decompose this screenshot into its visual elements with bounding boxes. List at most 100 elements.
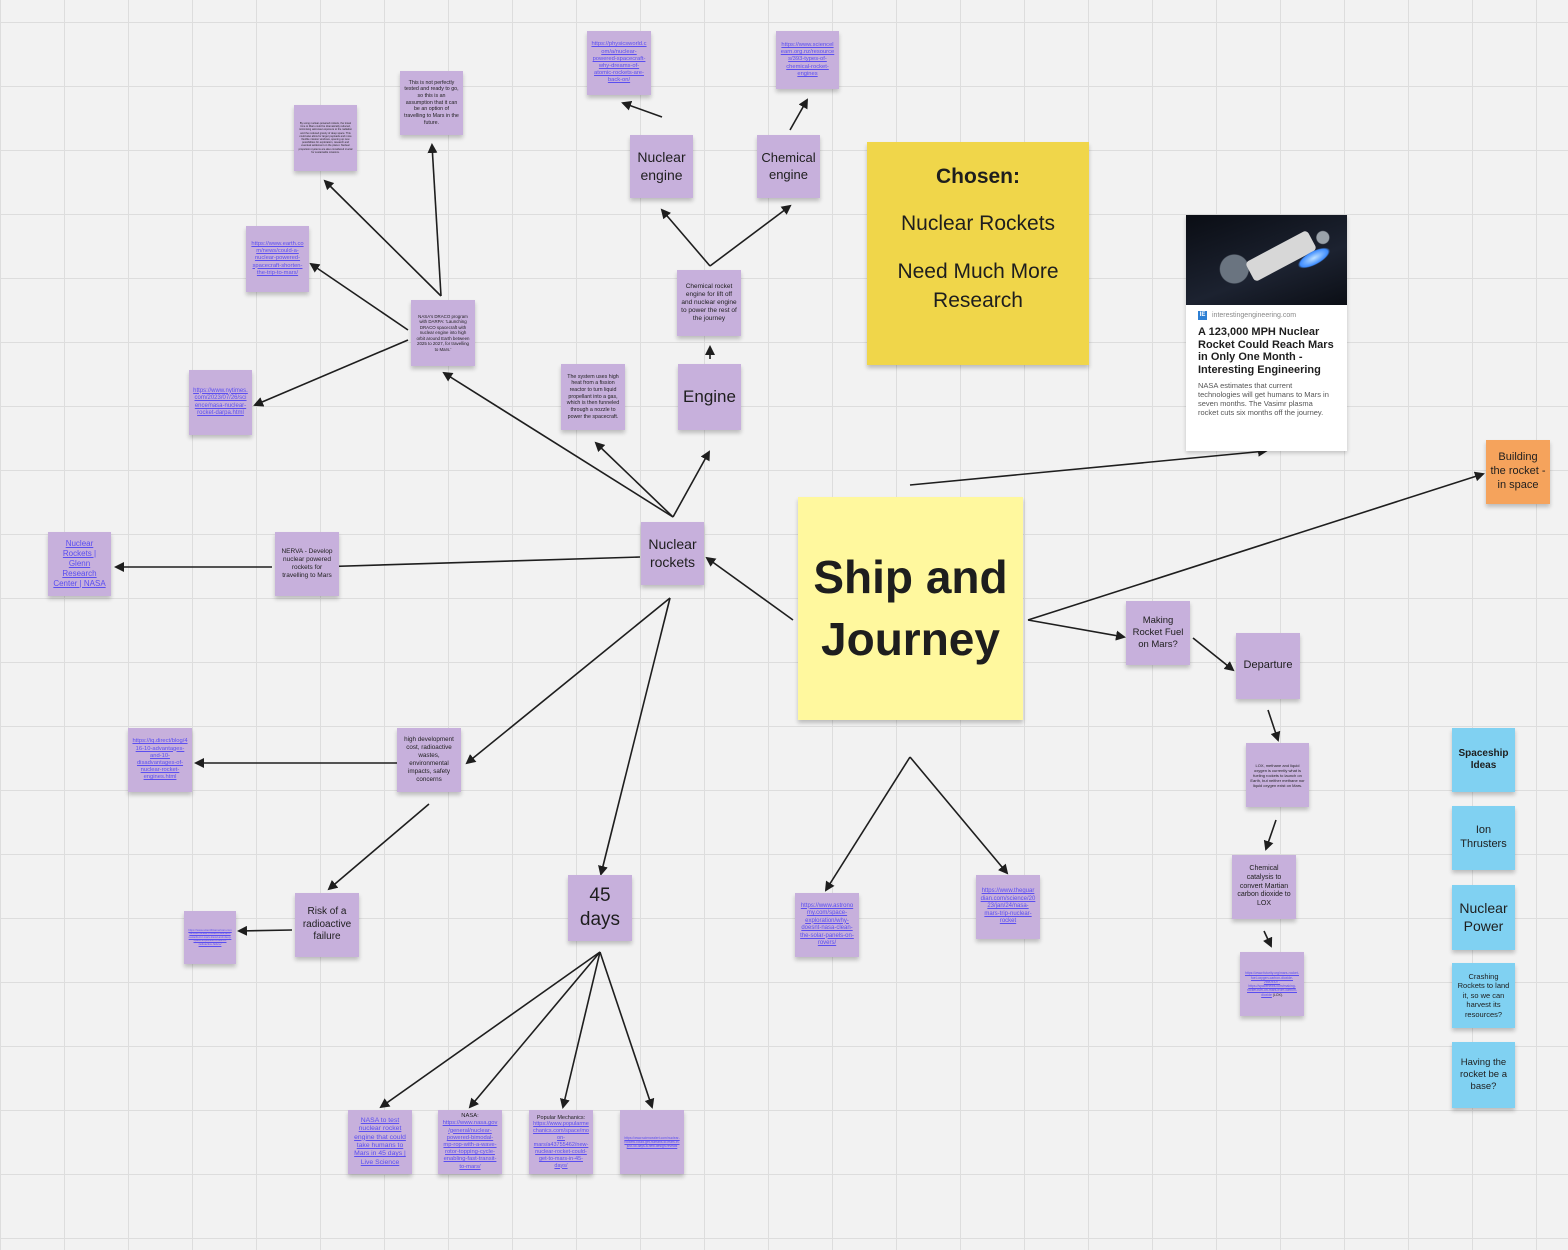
popmech-label: Popular Mechanics:	[536, 1114, 586, 1121]
fuel-tiny-suffix: (LOX).	[1271, 992, 1283, 997]
tiny-failure-link-note[interactable]: https://www.scientificamerican.com/artic…	[184, 911, 236, 964]
nasa-glenn-link-note[interactable]: Nuclear Rockets | Glenn Research Center …	[48, 532, 111, 596]
connector-arrow-13	[323, 179, 442, 297]
risk-failure-note[interactable]: Risk of a radioactive failure	[295, 893, 359, 957]
tiny-text-note[interactable]: By using nuclear-powered rockets, the tr…	[294, 105, 357, 171]
high-cost-text: high development cost, radioactive waste…	[404, 736, 454, 783]
connector-arrow-2	[672, 450, 710, 518]
connector-arrow-4	[313, 556, 641, 572]
nuclear-power-text: Nuclear Power	[1459, 900, 1508, 934]
nuclear-power-note[interactable]: Nuclear Power	[1452, 885, 1515, 950]
fuel-tiny-link[interactable]: https://www.futurity.org/mars-rocket-fue…	[1244, 971, 1299, 997]
nasa-gov-link-note[interactable]: NASA: https://www.nasa.gov/general/nucle…	[438, 1110, 502, 1174]
tiny-45-link-note[interactable]: https://www.sciencealert.com/nuclear-roc…	[620, 1110, 684, 1174]
connector-arrow-12	[427, 143, 442, 297]
card-source: interestingengineering.com	[1212, 312, 1297, 319]
fission-system-note[interactable]: The system uses high heat from a fission…	[561, 364, 625, 430]
making-fuel-note[interactable]: Making Rocket Fuel on Mars?	[1126, 601, 1190, 665]
draco-note[interactable]: NASA's DRACO program with DARPA: 'Launch…	[411, 300, 475, 366]
card-description: NASA estimates that current technologies…	[1198, 380, 1329, 417]
tiny-45-link[interactable]: https://www.sciencealert.com/nuclear-roc…	[624, 1135, 680, 1149]
connector-arrow-6	[598, 597, 671, 876]
card-title[interactable]: A 123,000 MPH Nuclear Rocket Could Reach…	[1198, 326, 1334, 376]
engine-note[interactable]: Engine	[678, 364, 741, 430]
connector-arrow-19	[327, 803, 430, 891]
not-tested-note[interactable]: This is not perfectly tested and ready t…	[400, 71, 463, 135]
crashing-rockets-text: Crashing Rockets to land it, so we can h…	[1457, 972, 1510, 1019]
high-cost-note[interactable]: high development cost, radioactive waste…	[397, 728, 461, 792]
nuclear-engine-text: Nuclear engine	[637, 149, 686, 183]
nerva-note[interactable]: NERVA - Develop nuclear powered rockets …	[275, 532, 339, 596]
building-rocket-text: Building the rocket - in space	[1490, 451, 1546, 491]
nuclear-engine-note[interactable]: Nuclear engine	[630, 135, 693, 198]
connector-arrow-30	[1192, 637, 1235, 672]
connector-arrow-32	[1263, 819, 1277, 851]
ship-and-journey-note[interactable]: Ship and Journey	[798, 497, 1023, 720]
connector-arrow-16	[442, 371, 674, 518]
lox-methane-text: LOX, methane and liquid oxygen is curren…	[1250, 762, 1305, 788]
connector-arrow-5	[465, 597, 671, 765]
guardian-link[interactable]: https://www.theguardian.com/science/2023…	[980, 888, 1036, 925]
chemical-catalysis-note[interactable]: Chemical catalysis to convert Martian ca…	[1232, 855, 1296, 919]
sciencelearn-link-note[interactable]: https://www.sciencelearn.org.nz/resource…	[776, 31, 839, 89]
connector-arrow-33	[1263, 930, 1273, 948]
ion-thrusters-note[interactable]: Ion Thrusters	[1452, 806, 1515, 870]
iq-direct-link-note[interactable]: https://iq.direct/blog/416-10-advantages…	[128, 728, 192, 792]
tiny-failure-link[interactable]: https://www.scientificamerican.com/artic…	[188, 927, 232, 946]
nytimes-link-note[interactable]: https://www.nytimes.com/2023/07/26/scien…	[189, 370, 252, 435]
connector-arrow-8	[660, 208, 711, 267]
draco-text: NASA's DRACO program with DARPA: 'Launch…	[416, 313, 470, 352]
chosen-note[interactable]: Chosen: Nuclear Rockets Need Much More R…	[867, 142, 1089, 365]
connector-arrow-22	[468, 951, 601, 1109]
nuclear-rockets-text: Nuclear rockets	[648, 536, 697, 570]
popmech-link[interactable]: https://www.popularmechanics.com/space/m…	[533, 1121, 589, 1169]
nasa-glenn-link[interactable]: Nuclear Rockets | Glenn Research Center …	[53, 539, 106, 588]
making-fuel-text: Making Rocket Fuel on Mars?	[1132, 615, 1184, 650]
astronomy-link[interactable]: https://www.astronomy.com/space-explorat…	[800, 902, 854, 947]
chemical-liftoff-note[interactable]: Chemical rocket engine for lift off and …	[677, 270, 741, 336]
fuel-tiny-link-note[interactable]: https://www.futurity.org/mars-rocket-fue…	[1240, 952, 1304, 1016]
chosen-line-2: Need Much More Research	[897, 259, 1059, 313]
popmech-link-note[interactable]: Popular Mechanics: https://www.popularme…	[529, 1110, 593, 1174]
lox-methane-note[interactable]: LOX, methane and liquid oxygen is curren…	[1246, 743, 1309, 807]
crashing-rockets-note[interactable]: Crashing Rockets to land it, so we can h…	[1452, 963, 1515, 1028]
livescience-link-note[interactable]: NASA to test nuclear rocket engine that …	[348, 1110, 412, 1174]
building-rocket-note[interactable]: Building the rocket - in space	[1486, 440, 1550, 504]
nytimes-link[interactable]: https://www.nytimes.com/2023/07/26/scien…	[193, 387, 248, 417]
connector-arrow-26	[909, 756, 1009, 875]
departure-text: Departure	[1243, 659, 1293, 672]
nerva-text: NERVA - Develop nuclear powered rockets …	[281, 547, 333, 580]
spaceship-ideas-note[interactable]: Spaceship Ideas	[1452, 728, 1515, 792]
chemical-engine-note[interactable]: Chemical engine	[757, 135, 820, 198]
connector-arrow-14	[309, 262, 409, 331]
connector-arrow-23	[559, 951, 601, 1109]
connector-arrow-31	[1267, 709, 1281, 742]
not-tested-text: This is not perfectly tested and ready t…	[404, 79, 459, 126]
nasa-gov-link[interactable]: https://www.nasa.gov/general/nuclear-pow…	[442, 1120, 498, 1170]
connector-arrow-1	[705, 556, 794, 621]
earthcom-link[interactable]: https://www.earth.com/news/could-a-nucle…	[251, 240, 304, 276]
livescience-link[interactable]: NASA to test nuclear rocket engine that …	[354, 1116, 406, 1166]
departure-note[interactable]: Departure	[1236, 633, 1300, 699]
fission-system-text: The system uses high heat from a fission…	[566, 373, 620, 420]
nuclear-rockets-note[interactable]: Nuclear rockets	[641, 522, 704, 585]
interesting-engineering-logo-icon: IE	[1198, 311, 1207, 320]
connector-arrow-24	[599, 951, 655, 1109]
nasa-label: NASA:	[461, 1113, 479, 1120]
earthcom-link-note[interactable]: https://www.earth.com/news/could-a-nucle…	[246, 226, 309, 292]
45-days-text: 45 days	[579, 885, 621, 930]
astronomy-link-note[interactable]: https://www.astronomy.com/space-explorat…	[795, 893, 859, 957]
spaceship-ideas-text: Spaceship Ideas	[1458, 747, 1509, 772]
rocket-base-note[interactable]: Having the rocket be a base?	[1452, 1042, 1515, 1108]
chemical-engine-text: Chemical engine	[761, 150, 816, 182]
physicsworld-link-note[interactable]: https://physicsworld.com/a/nuclear-power…	[587, 31, 651, 95]
guardian-link-note[interactable]: https://www.theguardian.com/science/2023…	[976, 875, 1040, 939]
connector-arrow-27	[909, 446, 1268, 486]
45-days-note[interactable]: 45 days	[568, 875, 632, 941]
ion-thrusters-text: Ion Thrusters	[1460, 824, 1507, 850]
connector-arrow-20	[237, 925, 293, 936]
physicsworld-link[interactable]: https://physicsworld.com/a/nuclear-power…	[591, 41, 647, 84]
iq-direct-link[interactable]: https://iq.direct/blog/416-10-advantages…	[132, 738, 188, 781]
sciencelearn-link[interactable]: https://www.sciencelearn.org.nz/resource…	[780, 41, 835, 77]
link-preview-card[interactable]: IE interestingengineering.com A 123,000 …	[1186, 215, 1347, 451]
